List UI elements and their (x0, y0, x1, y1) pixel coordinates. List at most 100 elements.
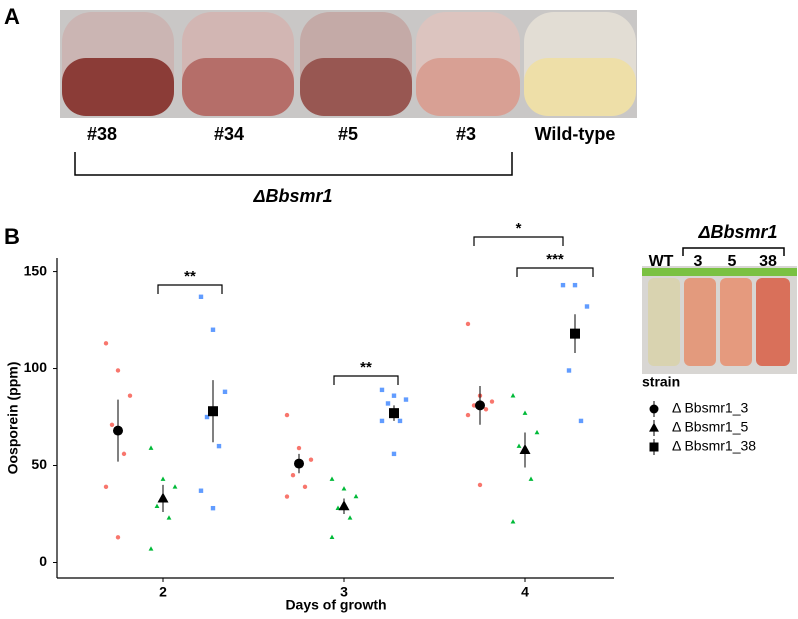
data-point (198, 488, 204, 493)
mean-marker (208, 406, 218, 417)
sig-label: ** (360, 359, 372, 376)
data-point (510, 393, 516, 398)
data-point (127, 393, 133, 398)
data-point (477, 482, 483, 488)
flask-label: #5 (338, 124, 358, 144)
data-point (572, 282, 578, 288)
data-point (397, 418, 403, 424)
data-point (483, 407, 489, 412)
mean-marker (294, 458, 304, 469)
data-point (216, 443, 222, 449)
data-point (296, 445, 302, 451)
tube-label: 38 (759, 253, 777, 270)
sig-bracket (157, 284, 223, 294)
y-tick-label: 100 (24, 359, 48, 375)
data-point (391, 393, 397, 398)
data-point (302, 484, 308, 490)
data-point (560, 282, 566, 288)
sig-label: * (516, 220, 522, 237)
mean-marker (475, 400, 485, 411)
tube-photo (642, 266, 797, 374)
data-point (534, 429, 540, 435)
panel-label: B (4, 224, 20, 249)
data-point (379, 387, 385, 393)
x-axis-title: Days of growth (285, 597, 386, 613)
data-point (465, 321, 471, 327)
data-point (584, 304, 590, 309)
data-point (222, 389, 228, 395)
data-point (290, 473, 296, 478)
sig-bracket (473, 236, 564, 246)
data-point (284, 494, 290, 499)
sig-bracket (333, 375, 399, 385)
data-point (516, 443, 522, 448)
data-point (471, 403, 477, 408)
data-point (210, 505, 216, 511)
legend-label: Δ Bbsmr1_3 (672, 400, 748, 416)
data-point (160, 476, 166, 481)
flask-label: #38 (87, 124, 117, 144)
y-tick-label: 0 (39, 553, 47, 569)
data-point (347, 515, 353, 520)
group-bracket (74, 152, 513, 176)
x-tick-label: 2 (159, 584, 167, 600)
panel-label: A (4, 4, 20, 29)
legend-title: strain (642, 374, 680, 390)
data-point (329, 534, 335, 540)
data-point (341, 486, 347, 491)
data-point (566, 368, 572, 373)
data-point (148, 445, 154, 450)
y-axis-title: Oosporein (ppm) (5, 362, 21, 475)
mean-marker (389, 408, 399, 419)
data-point (510, 519, 516, 524)
data-point (115, 368, 121, 373)
data-point (172, 484, 178, 489)
x-tick-label: 4 (521, 584, 529, 600)
data-point (329, 476, 335, 481)
flask-label: Wild-type (535, 124, 616, 144)
tube-label: 5 (728, 253, 737, 270)
data-point (154, 503, 160, 509)
sig-label: ** (184, 268, 196, 285)
legend-marker (649, 404, 659, 414)
data-point (379, 418, 385, 424)
data-point (109, 422, 115, 427)
mean-marker (519, 444, 531, 454)
flask-label: #3 (456, 124, 476, 144)
data-point (335, 505, 341, 510)
data-point (115, 535, 121, 540)
legend-label: Δ Bbsmr1_38 (672, 438, 756, 454)
data-point (166, 515, 172, 520)
data-point (210, 327, 216, 332)
sig-bracket (516, 267, 594, 277)
legend-label: Δ Bbsmr1_5 (672, 419, 748, 435)
y-tick-label: 150 (24, 262, 48, 278)
mean-marker (570, 328, 580, 339)
data-point (284, 412, 290, 418)
data-point (403, 397, 409, 402)
y-tick-label: 50 (31, 456, 47, 472)
flask-photo (60, 10, 637, 118)
mean-marker (338, 500, 350, 511)
data-point (308, 457, 314, 462)
data-point (391, 451, 397, 457)
tube-label: 3 (694, 253, 703, 270)
tube-label: WT (649, 253, 674, 270)
data-point (385, 401, 391, 406)
data-point (578, 418, 584, 424)
x-tick-label: 3 (340, 584, 348, 600)
mean-marker (113, 425, 123, 436)
inset-bracket (682, 247, 785, 256)
data-point (528, 476, 534, 481)
data-point (198, 294, 204, 299)
data-point (103, 341, 109, 346)
data-point (148, 546, 154, 551)
data-point (489, 399, 495, 404)
group-label: ΔBbsmr1 (252, 186, 332, 206)
data-point (353, 493, 359, 499)
flask-label: #34 (214, 124, 244, 144)
legend-marker (649, 442, 659, 452)
mean-marker (157, 492, 169, 503)
